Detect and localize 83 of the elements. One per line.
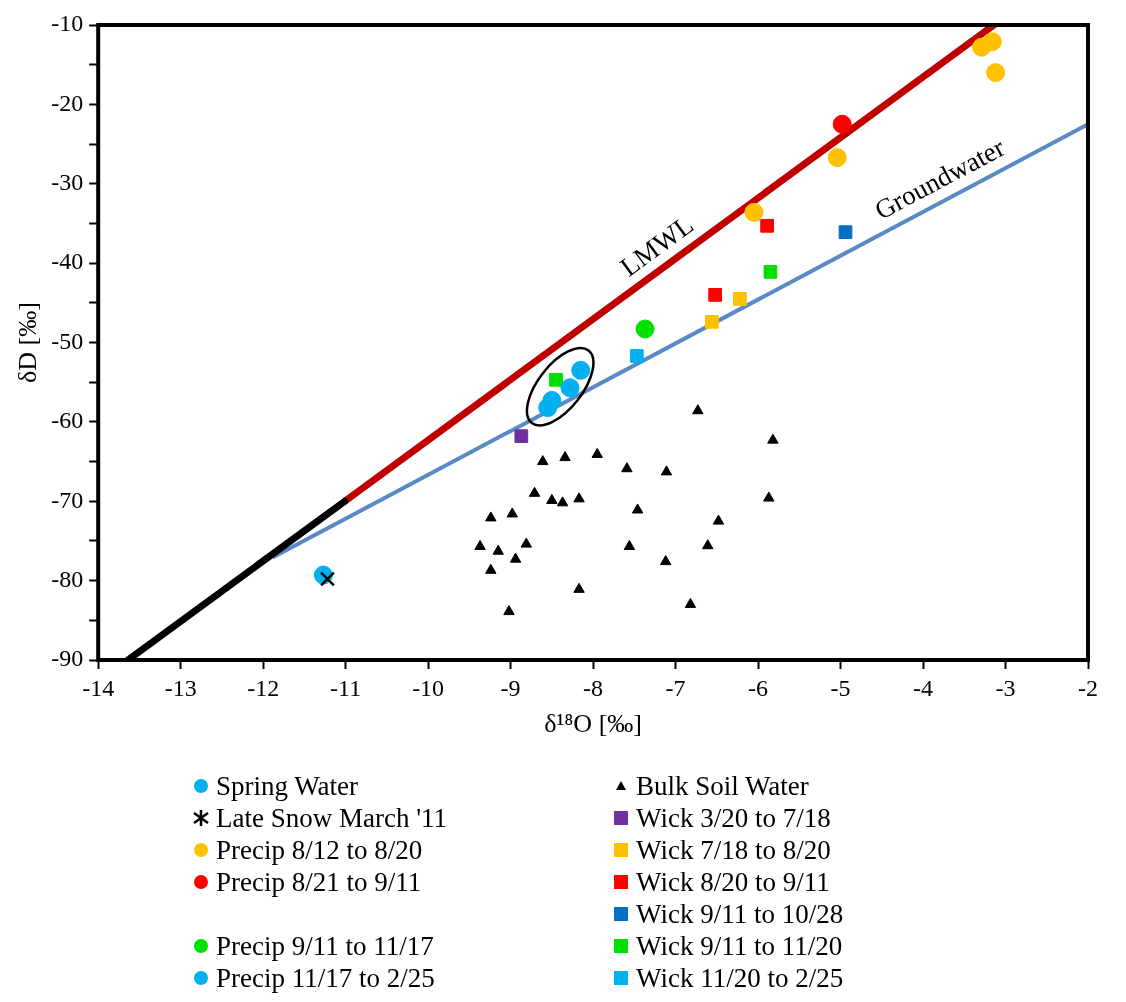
- x-tick-label: -9: [500, 674, 521, 701]
- y-tick-label: -80: [51, 565, 84, 592]
- point: [705, 315, 719, 329]
- x-tick-label: -6: [748, 674, 769, 701]
- point: [982, 32, 1002, 52]
- point: [559, 451, 571, 462]
- point: [760, 218, 774, 233]
- y-tick-label: -70: [51, 486, 84, 513]
- point: [528, 486, 541, 497]
- legend-label: Wick 8/20 to 9/11: [636, 866, 830, 898]
- y-tick-label: -60: [51, 407, 84, 434]
- y-tick-label: -10: [51, 10, 84, 37]
- x-tick-label: -13: [164, 674, 197, 701]
- point: [520, 537, 532, 548]
- y-tick-label: -50: [51, 327, 84, 354]
- point: [549, 372, 563, 387]
- x-tick-label: -12: [247, 674, 280, 701]
- point: [692, 404, 704, 415]
- x-tick-label: -10: [412, 674, 445, 701]
- point: [474, 539, 486, 550]
- legend-label: Wick 9/11 to 11/20: [636, 930, 843, 962]
- legend-label: Precip 11/17 to 2/25: [216, 962, 435, 994]
- point: [660, 465, 673, 476]
- point: [623, 539, 636, 550]
- point: [485, 511, 497, 522]
- point: [827, 148, 847, 168]
- y-tick-label: -40: [51, 248, 84, 275]
- legend-label: Spring Water: [216, 770, 359, 802]
- point: [744, 202, 764, 222]
- x-tick-label: -7: [665, 674, 686, 701]
- x-tick-label: -5: [830, 674, 851, 701]
- y-tick-label: -30: [51, 169, 84, 196]
- point: [838, 225, 853, 240]
- legend-label: Wick 3/20 to 7/18: [636, 802, 831, 834]
- point: [485, 563, 497, 574]
- x-axis-title: δ¹⁸O [‰]: [544, 709, 642, 739]
- point: [571, 360, 591, 380]
- point: [591, 447, 603, 458]
- point: [712, 514, 725, 525]
- point: [319, 571, 336, 587]
- point: [492, 544, 504, 555]
- x-tick-label: -4: [913, 674, 934, 701]
- point: [537, 455, 549, 466]
- point: [733, 291, 747, 306]
- y-axis-title: δD [‰]: [13, 302, 43, 383]
- point: [621, 462, 633, 473]
- point: [509, 552, 522, 563]
- point: [631, 503, 644, 514]
- legend-label: Precip 9/11 to 11/17: [216, 930, 434, 962]
- point: [629, 349, 644, 363]
- legend-label: Late Snow March '11: [216, 802, 448, 834]
- point: [560, 378, 580, 398]
- point: [763, 264, 778, 279]
- point: [767, 433, 779, 444]
- point: [708, 288, 723, 302]
- point: [702, 539, 714, 550]
- y-tick-label: -20: [51, 89, 84, 116]
- point: [986, 63, 1006, 83]
- x-tick-label: -11: [330, 674, 362, 701]
- point: [573, 582, 585, 593]
- legend-label: Wick 7/18 to 8/20: [636, 834, 831, 866]
- x-tick-label: -2: [1078, 674, 1098, 701]
- legend-label: Precip 8/12 to 8/20: [216, 834, 423, 866]
- legend-label: Bulk Soil Water: [636, 770, 809, 802]
- y-tick-label: -90: [51, 645, 84, 672]
- point: [506, 507, 518, 518]
- legend-label: Wick 9/11 to 10/28: [636, 898, 844, 930]
- point: [659, 555, 672, 566]
- point: [684, 597, 697, 608]
- point: [538, 398, 558, 418]
- legend-label: Precip 8/21 to 9/11: [216, 866, 422, 898]
- point: [514, 429, 529, 444]
- x-tick-label: -3: [995, 674, 1016, 701]
- point: [635, 319, 655, 339]
- legend-label: Wick 11/20 to 2/25: [636, 962, 844, 994]
- point: [763, 491, 775, 502]
- point: [503, 605, 515, 616]
- x-tick-label: -8: [583, 674, 604, 701]
- point: [573, 492, 585, 503]
- point: [832, 114, 852, 134]
- point: [546, 493, 558, 504]
- point: [556, 496, 569, 507]
- x-tick-label: -14: [82, 674, 115, 701]
